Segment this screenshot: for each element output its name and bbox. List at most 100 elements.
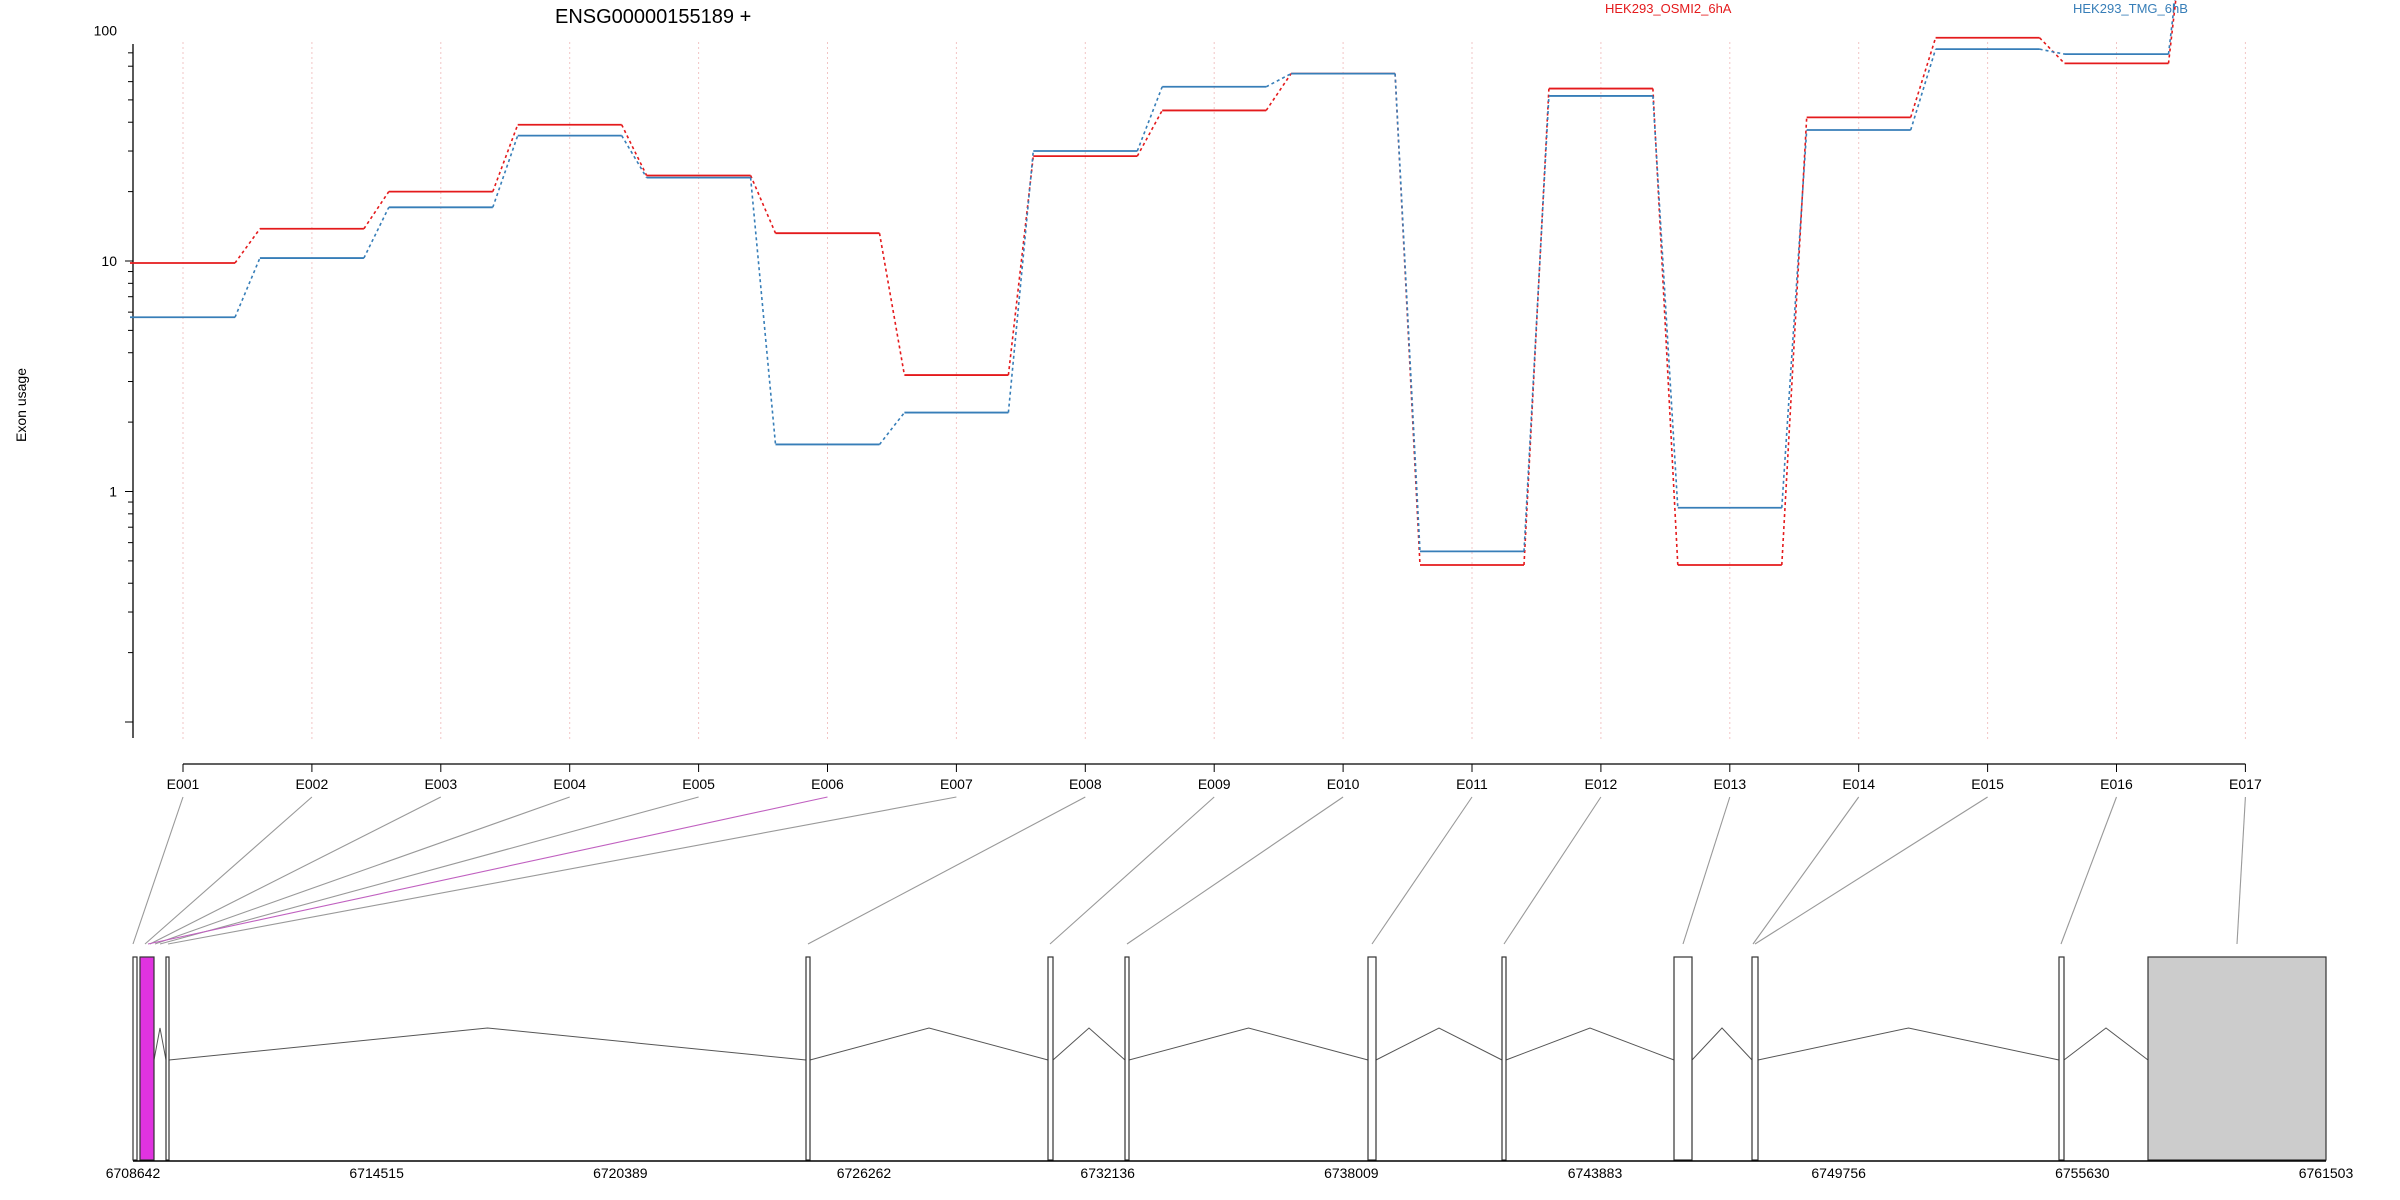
x-tick-label: E012 (1585, 776, 1618, 792)
intron-line (1052, 1027, 1126, 1061)
y-axis: 1 10 100 (94, 23, 134, 738)
intron-line (1757, 1027, 2060, 1061)
x-tick-label: E008 (1069, 776, 1102, 792)
series-connector (1909, 37, 1937, 118)
exon-box (1367, 956, 1377, 1161)
series-connector (1523, 88, 1550, 566)
coordinate-tick-label: 6720389 (593, 1165, 648, 1181)
series-connector (234, 257, 261, 318)
exon-box (1673, 956, 1693, 1161)
x-tick-label: E010 (1327, 776, 1360, 792)
exon-box (2147, 956, 2327, 1161)
series-connector (492, 135, 519, 208)
intron-line (1505, 1027, 1675, 1061)
series-connector (363, 191, 390, 230)
exon-connector (1126, 796, 1344, 945)
x-tick-label: E003 (424, 776, 457, 792)
exon-box (2058, 956, 2065, 1161)
coordinate-tick-label: 6708642 (106, 1165, 161, 1181)
x-tick-label: E017 (2229, 776, 2262, 792)
exon-connectors (132, 796, 2246, 945)
x-tick-label: E015 (1971, 776, 2004, 792)
x-tick-label: E006 (811, 776, 844, 792)
x-tick-label: E013 (1713, 776, 1746, 792)
series-connector (1394, 73, 1421, 552)
exon-connector (2236, 796, 2246, 945)
exon-connector (2060, 796, 2118, 945)
coordinate-tick-label: 6749756 (1811, 1165, 1866, 1181)
series-connector (878, 412, 906, 445)
intron-line (2063, 1027, 2149, 1061)
coordinate-tick-label: 6732136 (1080, 1165, 1135, 1181)
series-connector (1652, 88, 1679, 566)
x-tick-label: E016 (2100, 776, 2133, 792)
exon-box (132, 956, 138, 1161)
series-connector (1781, 129, 1808, 508)
series-2 (130, 0, 2176, 553)
series-connector (234, 228, 261, 264)
legend-series-2: HEK293_TMG_6hB (2073, 1, 2188, 16)
coordinate-tick-label: 6761503 (2299, 1165, 2354, 1181)
exon-connector (1371, 796, 1473, 945)
series-connector (2039, 48, 2065, 55)
exon-connector (159, 796, 699, 945)
intron-line (1128, 1027, 1369, 1061)
series-connector (2039, 37, 2066, 64)
x-tick-label: E007 (940, 776, 973, 792)
series-connector (1007, 150, 1035, 413)
coordinate-tick-label: 6755630 (2055, 1165, 2110, 1181)
exon-box (1124, 956, 1130, 1161)
exon-connector (1682, 796, 1731, 945)
y-axis-label: Exon usage (13, 368, 29, 442)
chart-title: ENSG00000155189 + (555, 6, 751, 28)
exon-connector (1752, 796, 1860, 945)
series-connector (1781, 117, 1808, 566)
y-tick-label: 10 (101, 253, 117, 269)
exon-connector (149, 796, 442, 945)
x-tick-label: E011 (1456, 776, 1488, 792)
legend-series-1: HEK293_OSMI2_6hA (1605, 1, 1732, 16)
exon-box (139, 956, 155, 1161)
series-connector (1523, 95, 1550, 552)
exon-connector (167, 796, 957, 945)
y-tick-label: 1 (109, 484, 117, 500)
x-axis: E001 E002 E003 E004 E005 E006 E007 E008 E009 E010… (167, 763, 2262, 792)
series-connector (878, 233, 906, 376)
series-connector (749, 177, 777, 445)
intron-line (168, 1027, 807, 1061)
exon-box (1751, 956, 1759, 1161)
genomic-coordinate-axis: 6708642 6714515 6720389 6726262 6732136 67380… (106, 1160, 2354, 1181)
x-tick-label: E002 (296, 776, 329, 792)
y-tick-label: 100 (94, 23, 118, 39)
exon-connector (807, 796, 1086, 945)
series-connector (1136, 110, 1163, 157)
series-lines (130, 0, 2177, 566)
exon-box (805, 956, 811, 1161)
x-tick-label: E014 (1842, 776, 1875, 792)
vertical-gridlines (182, 42, 2246, 742)
x-tick-label: E009 (1198, 776, 1231, 792)
series-connector (1909, 48, 1937, 131)
series-connector (620, 124, 648, 176)
series-connector (363, 206, 390, 259)
intron-line (1691, 1027, 1753, 1061)
exon-connector (1049, 796, 1215, 945)
series-connector (1652, 95, 1679, 508)
exon-connector (147, 796, 828, 945)
exon-connector (154, 796, 570, 945)
series-connector (1007, 156, 1035, 376)
series-connector (2167, 0, 2177, 64)
x-tick-label: E004 (553, 776, 586, 792)
exon-box (1047, 956, 1054, 1161)
coordinate-tick-label: 6726262 (837, 1165, 892, 1181)
coordinate-tick-label: 6743883 (1568, 1165, 1623, 1181)
x-tick-label: E005 (682, 776, 715, 792)
series-connector (492, 124, 519, 192)
series-connector (1265, 73, 1292, 111)
exon-box (165, 956, 170, 1161)
series-connector (621, 135, 648, 179)
exon-connector (132, 796, 184, 945)
exon-connector (144, 796, 313, 945)
exon-box (1501, 956, 1507, 1161)
